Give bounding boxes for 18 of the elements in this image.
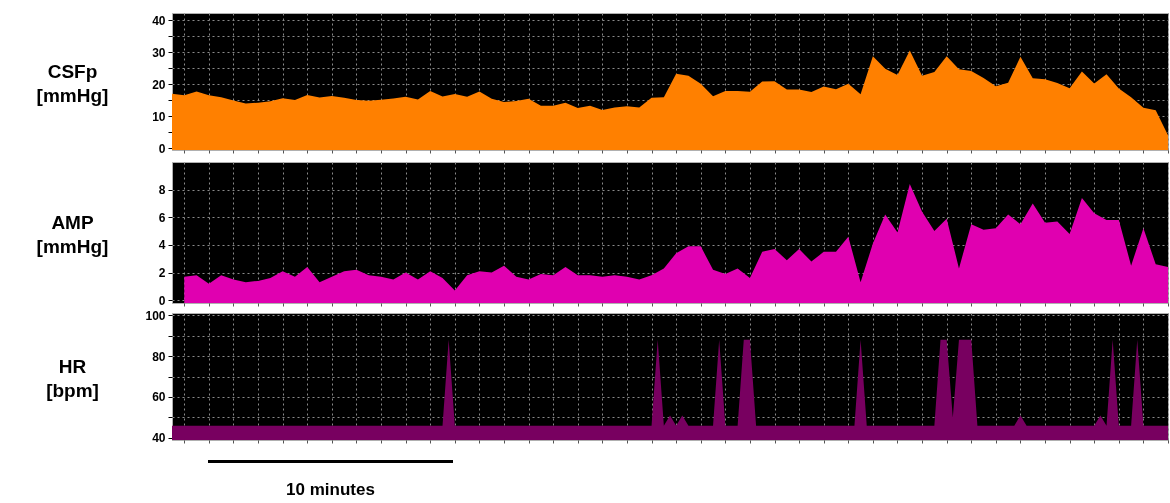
y-tick-label: 10 [152,109,166,124]
y-tick-label: 40 [152,431,166,446]
y-tick-label: 40 [152,13,166,28]
y-axis-title: HR [bpm] [46,356,99,401]
y-tick-label: 100 [145,308,166,323]
text: 10 minutes [285,480,376,500]
y-tick-label: 20 [152,77,166,92]
y-axis-title: CSFp [mmHg] [36,61,109,106]
y-tick-label: 0 [158,293,166,308]
y-tick-label: 60 [152,390,166,405]
y-axis-title: AMP [mmHg] [36,212,109,257]
y-tick-label: 8 [158,183,166,198]
y-tick-label: 80 [152,349,166,364]
y-tick-label: 0 [158,141,166,156]
y-tick-label: 6 [158,210,166,225]
y-tick-label: 2 [158,266,166,281]
y-tick-label: 30 [152,45,166,60]
y-tick-label: 4 [158,238,166,253]
